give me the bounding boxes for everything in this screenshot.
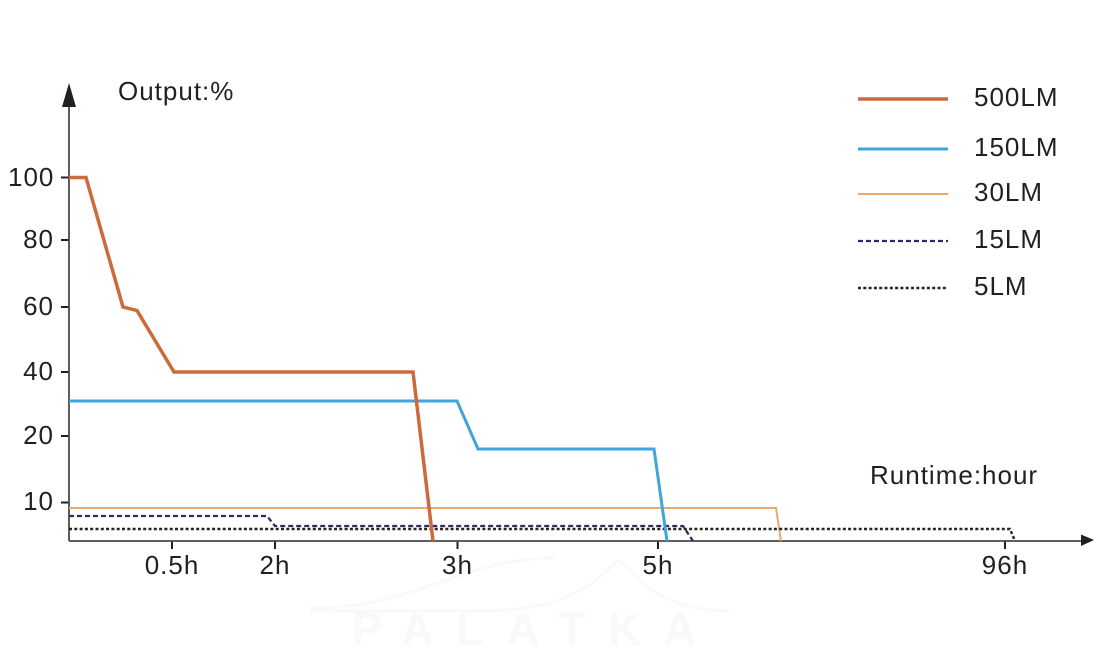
svg-text:PALATKA: PALATKA bbox=[352, 603, 719, 655]
